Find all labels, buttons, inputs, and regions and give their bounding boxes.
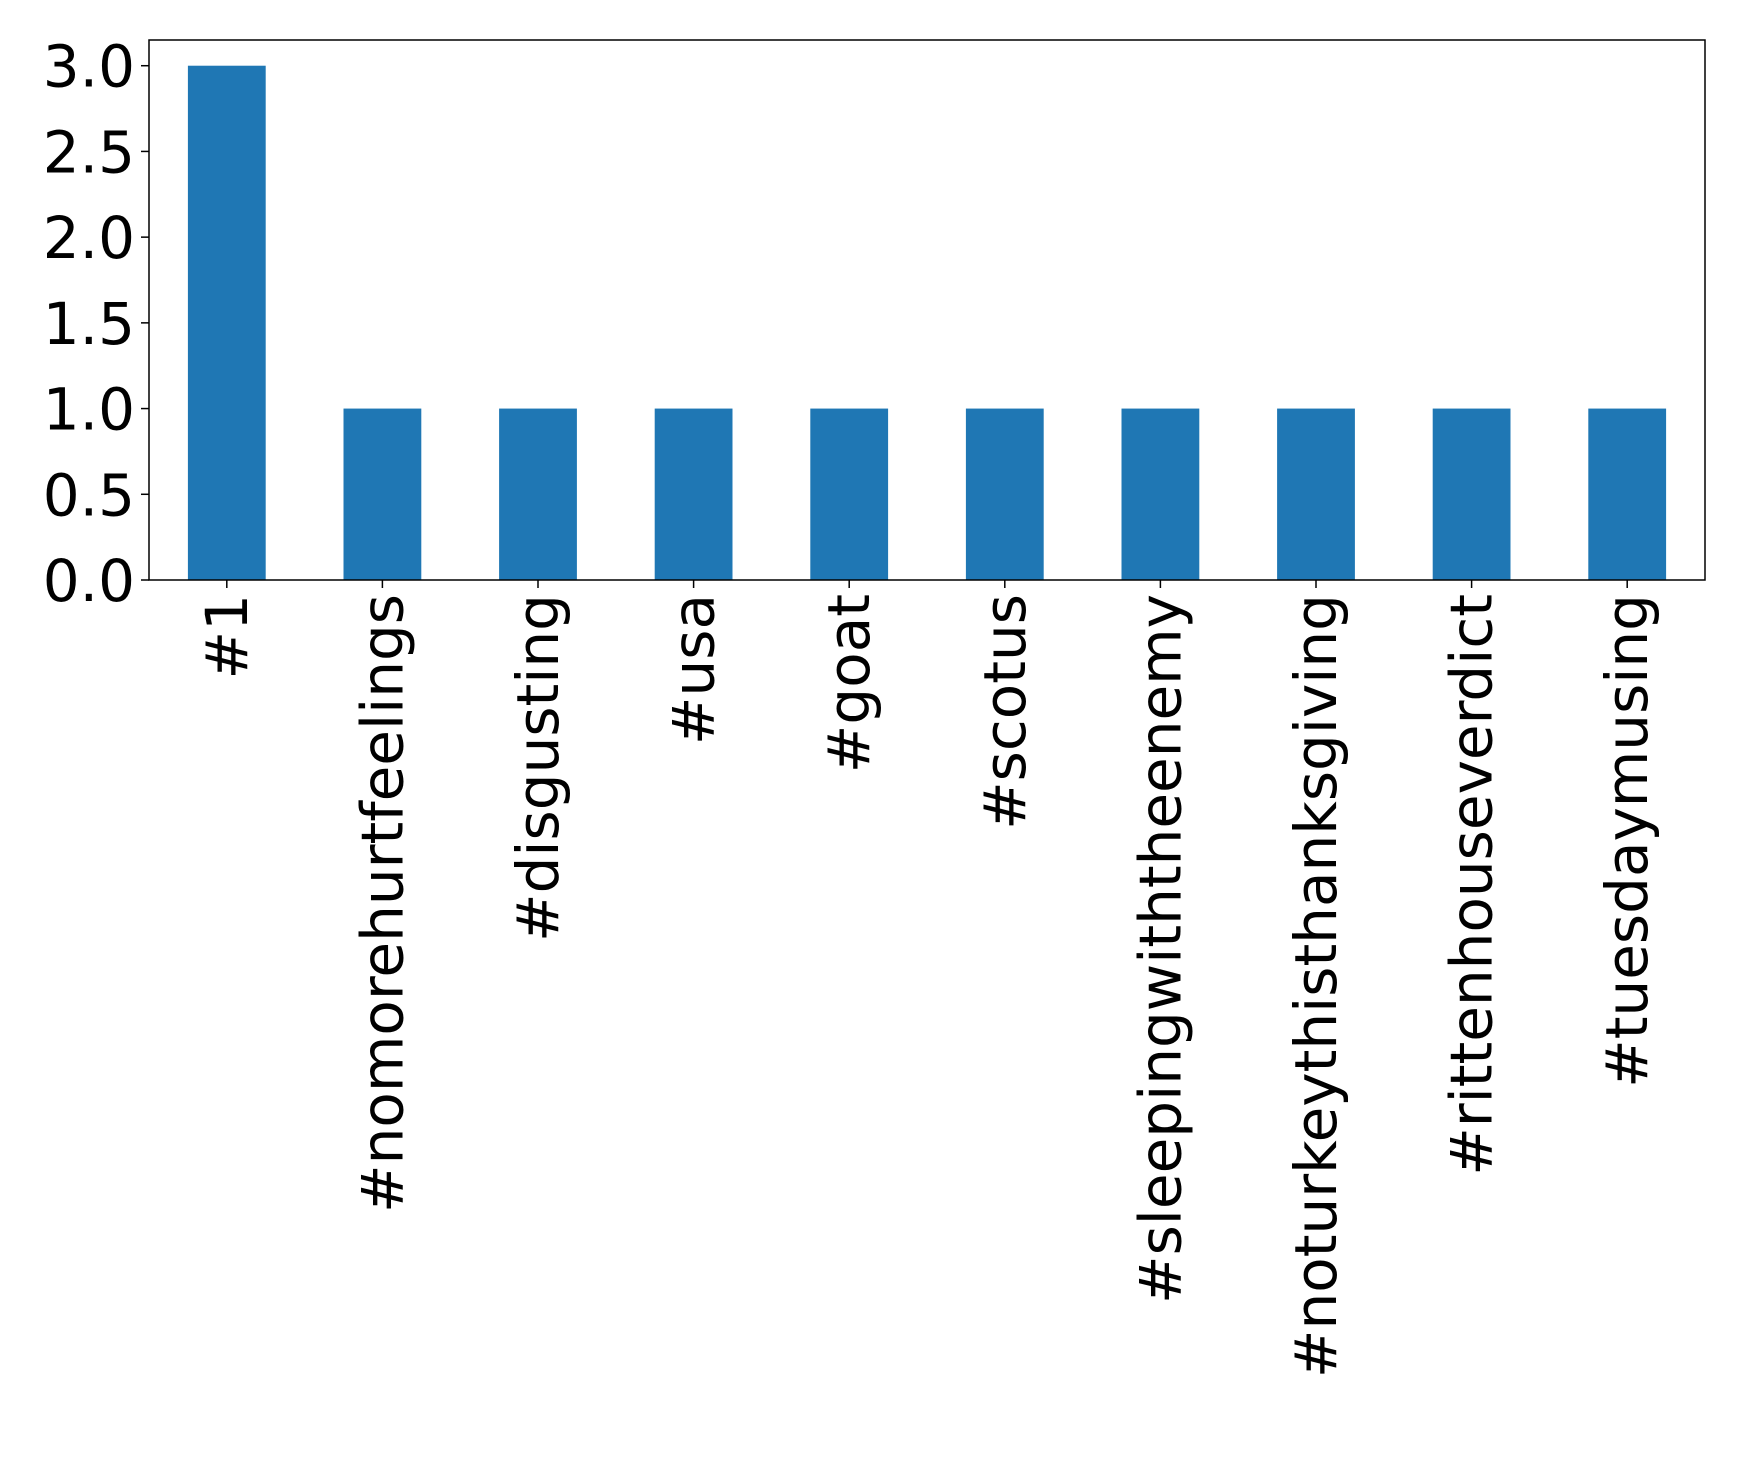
- bar: [965, 408, 1044, 580]
- bar: [810, 408, 889, 580]
- bar: [1277, 408, 1355, 580]
- bar: [499, 408, 577, 580]
- x-tick-label: #1: [193, 594, 261, 680]
- x-tick-label: #tuesdaymusing: [1593, 594, 1661, 1088]
- x-tick-label: #rittenhouseverdict: [1438, 594, 1506, 1176]
- bar: [1588, 408, 1667, 580]
- x-tick-label: #sleepingwiththeenemy: [1126, 594, 1194, 1304]
- y-tick-label: 0.0: [43, 547, 135, 615]
- bar: [654, 408, 733, 580]
- x-tick-label: #goat: [815, 594, 883, 773]
- y-tick-label: 0.5: [43, 461, 135, 529]
- y-tick-label: 1.5: [43, 290, 135, 358]
- y-tick-label: 2.0: [43, 204, 135, 272]
- x-tick-label: #nomorehurtfeelings: [348, 594, 416, 1213]
- y-tick-label: 3.0: [43, 33, 135, 101]
- x-tick-label: #usa: [660, 594, 728, 745]
- plot-frame: [148, 39, 1706, 581]
- x-tick-label: #disgusting: [504, 594, 572, 942]
- x-tick-label: #scotus: [971, 594, 1039, 830]
- bar: [343, 408, 422, 580]
- bar: [187, 65, 266, 580]
- y-tick-label: 1.0: [43, 376, 135, 444]
- x-tick-label: #noturkeythisthanksgiving: [1282, 594, 1350, 1378]
- bar: [1121, 408, 1200, 580]
- bar: [1432, 408, 1511, 580]
- y-tick-label: 2.5: [43, 118, 135, 186]
